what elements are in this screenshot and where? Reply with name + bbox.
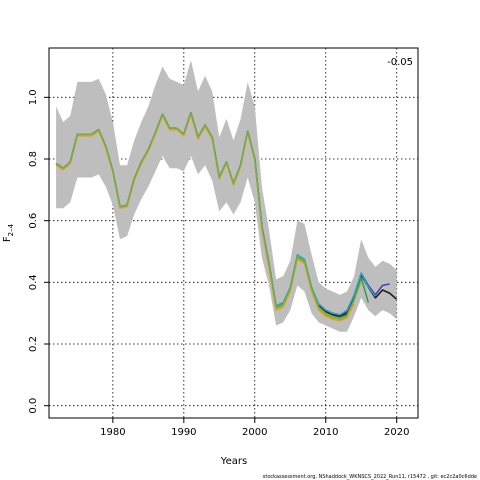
y-axis-title: F2–4	[2, 223, 15, 242]
plot-frame	[48, 47, 419, 419]
x-tick-label: 2000	[242, 427, 267, 438]
series-lines	[55, 112, 398, 322]
y-tick-label: 0.0	[28, 398, 39, 414]
y-tick-label: 1.0	[28, 89, 39, 105]
footnote: stockassessment.org, NShaddock_WKNSCS_20…	[263, 474, 477, 480]
y-tick-label: 0.8	[28, 151, 39, 167]
y-tick-label: 0.2	[28, 336, 39, 352]
annotation-label: -0.05	[387, 57, 413, 68]
x-tick-label: 2020	[384, 427, 409, 438]
y-axis-title-subscript: 2–4	[7, 223, 15, 236]
confidence-band	[56, 60, 397, 332]
x-tick-label: 1990	[171, 427, 196, 438]
x-axis: 1980 1990 2000 2010 2020	[100, 418, 409, 438]
series-line-6	[55, 112, 348, 319]
x-axis-title: Years	[220, 456, 247, 467]
y-tick-label: 0.4	[28, 274, 39, 290]
y-axis-title-main: F	[2, 236, 13, 242]
y-tick-label: 0.6	[28, 213, 39, 229]
x-tick-label: 2010	[313, 427, 338, 438]
y-axis: 0.0 0.2 0.4 0.6 0.8 1.0	[28, 89, 49, 414]
x-tick-label: 1980	[100, 427, 125, 438]
